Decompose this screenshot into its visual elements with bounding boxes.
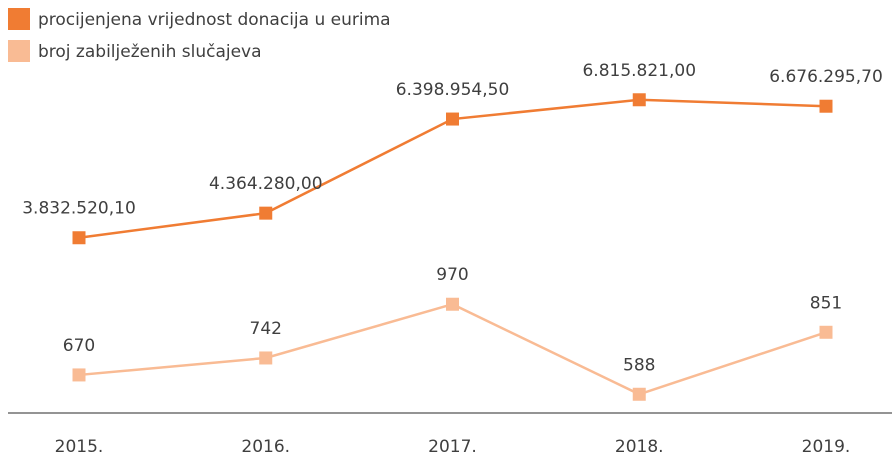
series-line bbox=[78, 302, 827, 396]
data-label: 588 bbox=[623, 355, 655, 375]
x-tick-label: 2016. bbox=[241, 437, 290, 457]
point-marker bbox=[819, 99, 833, 113]
legend-swatch bbox=[8, 8, 30, 30]
data-label: 6.676.295,70 bbox=[769, 67, 883, 87]
data-label: 851 bbox=[810, 293, 842, 313]
data-label: 4.364.280,00 bbox=[209, 174, 323, 194]
point-marker bbox=[446, 297, 459, 311]
data-label: 6.815.821,00 bbox=[582, 61, 696, 81]
point-marker bbox=[259, 351, 273, 365]
data-label: 670 bbox=[63, 336, 95, 356]
x-tick-label: 2017. bbox=[428, 437, 477, 457]
point-marker bbox=[819, 325, 833, 339]
point-marker bbox=[446, 112, 459, 126]
x-tick-label: 2015. bbox=[55, 437, 104, 457]
data-label: 3.832.520,10 bbox=[22, 199, 136, 219]
point-marker bbox=[632, 387, 646, 401]
x-tick-label: 2018. bbox=[615, 437, 664, 457]
legend-label: procijenjena vrijednost donacija u eurim… bbox=[38, 10, 391, 30]
data-label: 6.398.954,50 bbox=[396, 80, 510, 100]
legend-label: broj zabilježenih slučajeva bbox=[38, 42, 262, 62]
point-marker bbox=[259, 206, 273, 220]
data-label: 742 bbox=[250, 319, 282, 339]
point-marker bbox=[72, 368, 86, 382]
x-tick-label: 2019. bbox=[802, 437, 851, 457]
legend-swatch bbox=[8, 40, 30, 62]
point-marker bbox=[632, 93, 646, 107]
point-marker bbox=[72, 231, 86, 245]
data-label: 970 bbox=[436, 265, 468, 285]
